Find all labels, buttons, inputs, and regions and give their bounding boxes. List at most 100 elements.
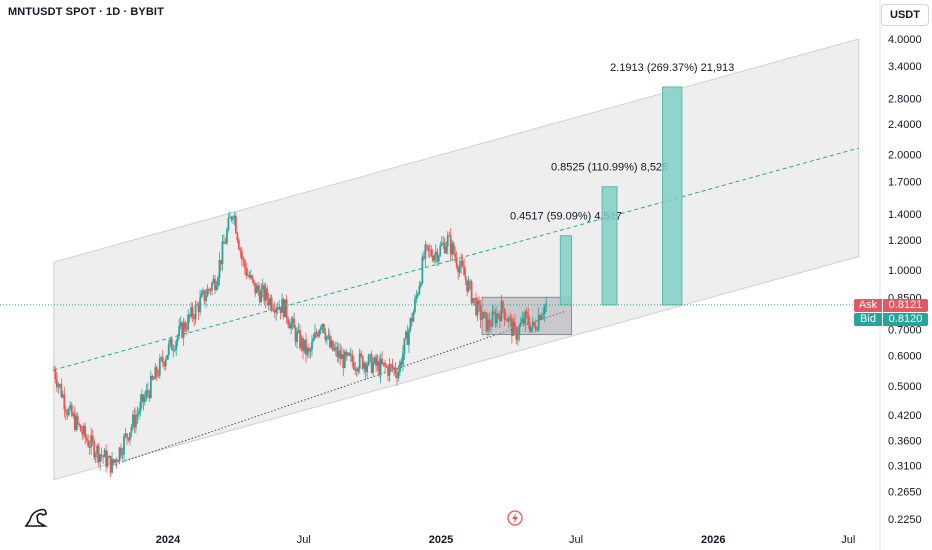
candle-body [381, 358, 383, 364]
candle-body [140, 394, 143, 402]
candle-body [149, 375, 152, 398]
candle-body [209, 289, 212, 291]
candle-body [176, 335, 179, 342]
candle-body [503, 308, 506, 319]
candle-body [227, 217, 230, 231]
candle-body [102, 455, 105, 458]
candle-body [185, 329, 188, 331]
candle-body [448, 235, 451, 237]
candle-body [328, 335, 331, 348]
candle-body [55, 379, 58, 388]
candle-body [203, 290, 206, 301]
candle-body [269, 297, 272, 306]
lightning-icon [507, 510, 523, 526]
candle-body [85, 437, 88, 441]
y-tick-label: 2.8000 [888, 93, 922, 105]
candle-body [543, 305, 546, 314]
candle-body [458, 266, 461, 273]
candle-body [502, 301, 504, 309]
candle-body [57, 384, 60, 388]
candle-body [531, 322, 534, 327]
candle-body [231, 217, 234, 220]
candle-body [199, 297, 201, 313]
y-tick-label: 1.2000 [888, 235, 922, 247]
y-tick-label: 2.0000 [888, 150, 922, 162]
candle-body [246, 274, 249, 276]
candle-body [510, 318, 513, 336]
candle-body [124, 433, 127, 437]
candle-body [299, 330, 301, 349]
candle-body [121, 454, 124, 456]
candle-body [233, 215, 236, 218]
candle-body [112, 459, 115, 463]
candle-body [254, 282, 257, 294]
candle-body [69, 404, 72, 409]
candle-body [160, 357, 163, 359]
candle-body [163, 362, 166, 367]
candle-body [518, 325, 521, 335]
candle-body [184, 322, 187, 330]
candle-body [263, 285, 266, 301]
candle-body [406, 331, 409, 345]
candle-body [220, 260, 222, 265]
currency-button[interactable]: USDT [881, 4, 929, 26]
candle-body [133, 414, 136, 428]
candle-body [475, 298, 477, 316]
candle-body [360, 353, 363, 356]
candle-body [357, 368, 360, 372]
candle-body [533, 322, 536, 326]
y-tick-label: 0.2650 [888, 487, 922, 499]
candle-body [79, 425, 82, 432]
candle-body [214, 278, 216, 291]
candle-body [524, 311, 527, 324]
candle-body [170, 338, 173, 351]
candle-body [308, 347, 310, 352]
candle-body [376, 361, 379, 366]
candle-body [397, 371, 400, 378]
candle-body [455, 257, 458, 267]
candle-body [117, 460, 119, 462]
candle-body [400, 361, 403, 365]
candle-body [115, 459, 118, 462]
candle-body [402, 353, 404, 365]
candle-body [158, 358, 161, 376]
candle-body [205, 296, 207, 301]
candle-body [109, 456, 112, 473]
candle-body [399, 361, 401, 372]
candle-body [175, 341, 178, 350]
candle-body [178, 325, 181, 336]
candle-body [525, 311, 528, 315]
y-tick-label: 2.4000 [888, 119, 922, 131]
candle-body [155, 367, 158, 376]
candle-body [66, 412, 69, 416]
candle-body [461, 260, 464, 267]
candle-body [345, 351, 348, 356]
candle-body [196, 304, 198, 306]
candle-body [240, 251, 243, 259]
candle-body [217, 278, 219, 286]
x-tick-label: Jul [841, 534, 855, 546]
candle-body [527, 314, 530, 325]
candle-body [346, 352, 349, 356]
candle-body [472, 297, 474, 304]
y-tick-label: 0.4200 [888, 410, 922, 422]
candle-body [460, 260, 463, 267]
candle-body [491, 311, 494, 327]
candle-body [52, 369, 55, 371]
candle-body [273, 310, 276, 313]
candle-body [391, 364, 394, 369]
candle-body [297, 330, 300, 332]
candle-body [509, 317, 512, 319]
candle-body [439, 245, 442, 256]
candle-body [493, 311, 495, 314]
candle-body [194, 304, 197, 320]
candle-body [330, 340, 333, 348]
candle-body [481, 318, 483, 320]
candle-body [261, 285, 264, 290]
candle-body [409, 318, 412, 330]
candle-body [516, 334, 519, 340]
candle-body [519, 322, 522, 326]
candle-body [132, 414, 134, 427]
candle-body [197, 304, 200, 313]
